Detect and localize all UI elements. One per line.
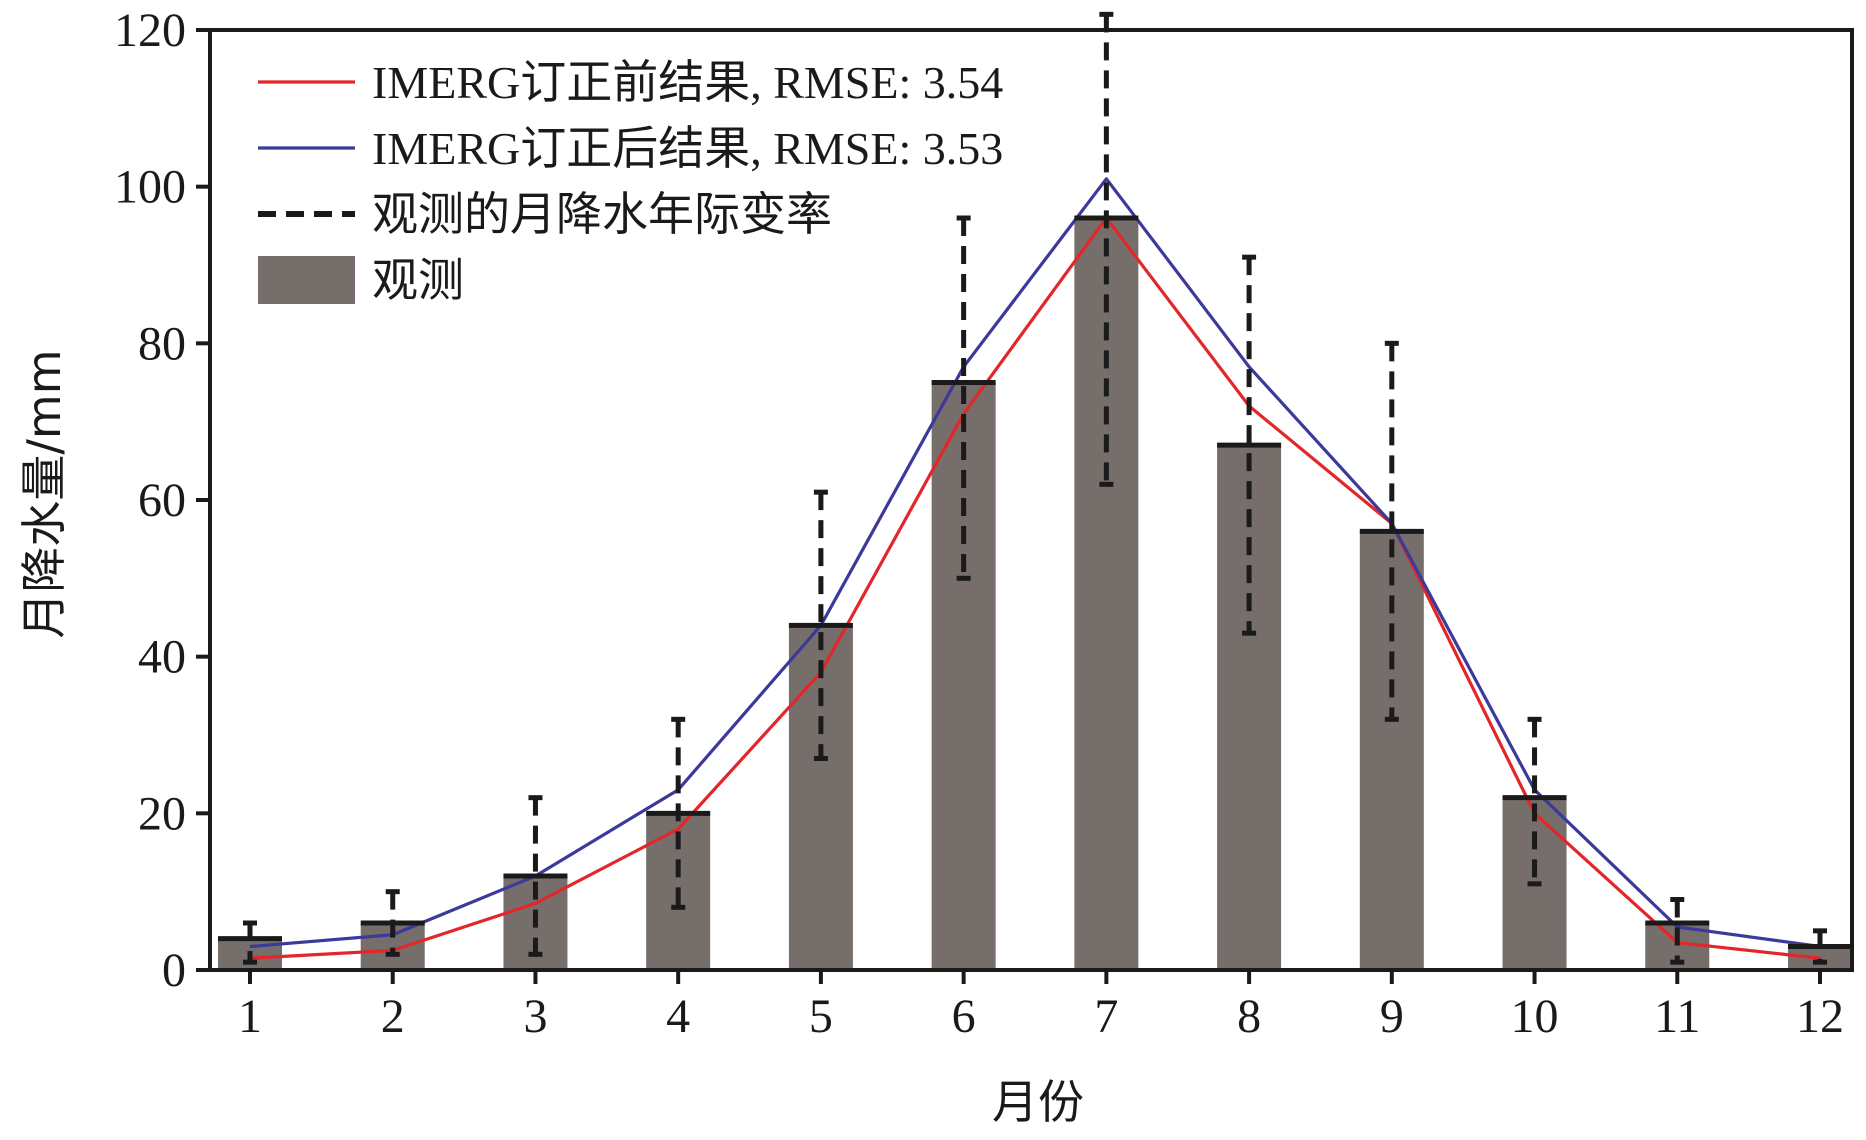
y-tick-label-60: 60: [138, 474, 186, 527]
line-before-correction: [249, 216, 1821, 960]
y-tick-label-40: 40: [138, 631, 186, 684]
x-tick-label-7: 7: [1094, 990, 1118, 1043]
x-tick-label-4: 4: [666, 990, 690, 1043]
line-after-correction: [249, 177, 1821, 949]
x-tick-label-3: 3: [523, 990, 547, 1043]
y-tick-label-80: 80: [138, 317, 186, 370]
x-tick-label-2: 2: [381, 990, 405, 1043]
legend-label-1: IMERG订正前结果, RMSE: 3.54: [372, 57, 1003, 108]
legend: IMERG订正前结果, RMSE: 3.54 IMERG订正后结果, RMSE: …: [258, 57, 1003, 306]
x-tick-label-5: 5: [809, 990, 833, 1043]
bar-month-5: [788, 625, 853, 970]
legend-label-2: IMERG订正后结果, RMSE: 3.53: [372, 123, 1003, 174]
errorbar-series: [218, 11, 1852, 965]
legend-swatch-box: [258, 256, 355, 304]
x-tick-label-12: 12: [1796, 990, 1844, 1043]
x-tick-label-10: 10: [1511, 990, 1559, 1043]
y-tick-label-120: 120: [114, 4, 186, 57]
y-tick-label-20: 20: [138, 787, 186, 840]
y-tick-label-100: 100: [114, 161, 186, 214]
bar-month-8: [1217, 445, 1282, 971]
y-axis-title: 月降水量/mm: [17, 349, 71, 638]
x-tick-label-11: 11: [1654, 990, 1700, 1043]
line-series: [249, 177, 1821, 960]
x-tick-label-8: 8: [1237, 990, 1261, 1043]
bar-month-7: [1074, 218, 1139, 970]
x-tick-label-1: 1: [238, 990, 262, 1043]
legend-label-4: 观测: [372, 255, 464, 306]
bar-series: [218, 218, 1852, 971]
x-tick-label-6: 6: [952, 990, 976, 1043]
legend-label-3: 观测的月降水年际变率: [372, 189, 832, 240]
y-tick-label-0: 0: [162, 944, 186, 997]
x-axis-title: 月份: [992, 1075, 1084, 1129]
x-tick-label-9: 9: [1380, 990, 1404, 1043]
